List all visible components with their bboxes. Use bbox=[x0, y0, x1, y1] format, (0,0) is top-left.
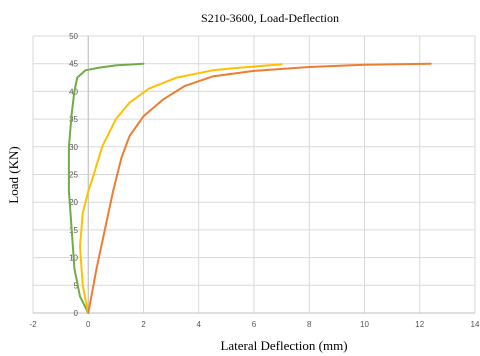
series-lines bbox=[67, 62, 432, 314]
chart-title: S210-3600, Load-Deflection bbox=[201, 11, 339, 25]
x-tick-label: 0 bbox=[86, 320, 91, 329]
x-tick-label: 2 bbox=[141, 320, 146, 329]
series-line-3 bbox=[87, 62, 432, 314]
x-tick-label: 8 bbox=[307, 320, 312, 329]
x-tick-label: -2 bbox=[29, 320, 37, 329]
x-tick-label: 4 bbox=[197, 320, 202, 329]
x-axis-label: Lateral Deflection (mm) bbox=[220, 338, 347, 353]
series-line-1 bbox=[67, 62, 145, 314]
y-tick-label: 50 bbox=[69, 32, 78, 41]
y-tick-label: 35 bbox=[69, 115, 78, 124]
gridlines bbox=[32, 35, 476, 314]
x-tick-label: 6 bbox=[252, 320, 257, 329]
y-tick-label: 25 bbox=[69, 171, 78, 180]
y-tick-label: 20 bbox=[69, 198, 78, 207]
x-tick-label: 14 bbox=[471, 320, 480, 329]
y-axis-label: Load (KN) bbox=[6, 146, 21, 203]
x-tick-label: 12 bbox=[415, 320, 424, 329]
y-tick-label: 15 bbox=[69, 226, 78, 235]
x-tick-label: 10 bbox=[360, 320, 369, 329]
series-line-2 bbox=[79, 63, 283, 314]
y-tick-label: 5 bbox=[74, 281, 79, 290]
y-tick-label: 45 bbox=[69, 60, 78, 69]
y-tick-label: 0 bbox=[74, 309, 79, 318]
y-tick-label: 30 bbox=[69, 143, 78, 152]
